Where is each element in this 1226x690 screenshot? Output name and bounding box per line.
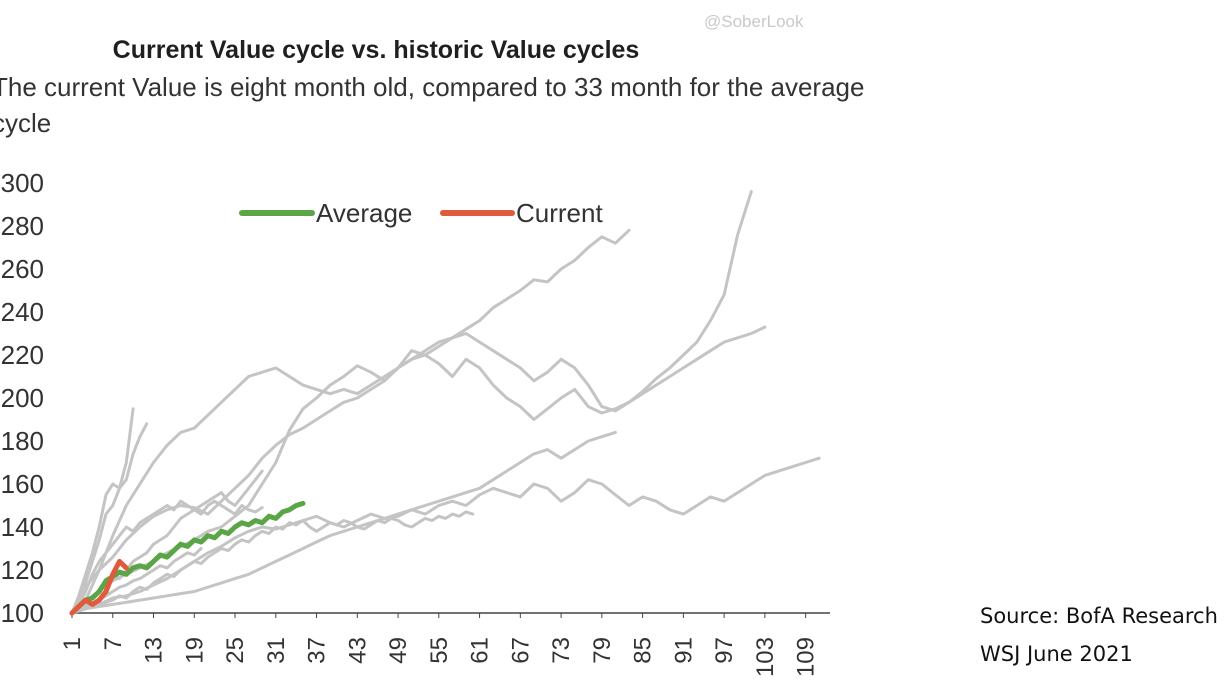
y-tick-label: 280 (1, 211, 44, 241)
y-axis-ticks: 100 120 140 160 180 200 220 240 260 280 300 (1, 168, 44, 628)
source-line-2: WSJ June 2021 (980, 642, 1133, 666)
x-tick-label: 49 (385, 637, 412, 664)
x-tick-label: 103 (752, 637, 779, 677)
y-tick-label: 140 (1, 512, 44, 542)
x-tick-label: 109 (793, 637, 820, 677)
watermark: @SoberLook (704, 12, 804, 31)
chart-title: Current Value cycle vs. historic Value c… (113, 36, 640, 64)
historic-cycle-line-10 (70, 422, 149, 615)
x-tick-label: 19 (181, 637, 208, 664)
historic-cycle-line-5 (70, 430, 617, 615)
chart-subtitle-line1: The current Value is eight month old, co… (0, 72, 864, 102)
x-tick-label: 61 (467, 637, 494, 664)
historic-cycle-line-8 (70, 407, 135, 615)
chart-subtitle-line2: cycle (0, 108, 51, 138)
x-tick-label: 91 (670, 637, 697, 664)
historic-cycle-line-6 (70, 510, 475, 615)
chart-legend: Average Current (239, 198, 603, 228)
x-tick-label: 13 (141, 637, 168, 664)
x-tick-label: 1 (59, 637, 86, 650)
historic-series-group (70, 190, 821, 615)
y-tick-label: 180 (1, 426, 44, 456)
y-tick-label: 300 (1, 168, 44, 198)
x-tick-label: 7 (100, 637, 127, 650)
y-tick-label: 120 (1, 555, 44, 585)
highlight-series-group (69, 500, 306, 616)
historic-cycle-line-3 (70, 325, 767, 615)
y-tick-label: 260 (1, 254, 44, 284)
historic-cycle-line-7 (70, 499, 264, 615)
x-axis-ticks: 1 7 13 19 25 31 37 43 49 55 61 67 73 79 85 91 97 103 109 (59, 613, 820, 677)
x-tick-label: 79 (589, 637, 616, 664)
x-tick-label: 73 (548, 637, 575, 664)
y-tick-label: 220 (1, 340, 44, 370)
y-tick-label: 240 (1, 297, 44, 327)
x-tick-label: 97 (711, 637, 738, 664)
x-tick-label: 85 (630, 637, 657, 664)
x-tick-label: 55 (426, 637, 453, 664)
x-tick-label: 25 (222, 637, 249, 664)
x-tick-label: 31 (263, 637, 290, 664)
legend-average-label: Average (316, 198, 412, 228)
y-tick-label: 200 (1, 383, 44, 413)
source-line-1: Source: BofA Research (980, 604, 1218, 628)
x-tick-label: 67 (507, 637, 534, 664)
y-tick-label: 160 (1, 469, 44, 499)
x-tick-label: 37 (304, 637, 331, 664)
historic-cycle-line-4 (70, 456, 821, 615)
y-tick-label: 100 (1, 598, 44, 628)
x-tick-label: 43 (344, 637, 371, 664)
historic-cycle-line-1 (70, 228, 631, 615)
legend-current-label: Current (516, 198, 603, 228)
current-cycle-line (69, 558, 129, 616)
